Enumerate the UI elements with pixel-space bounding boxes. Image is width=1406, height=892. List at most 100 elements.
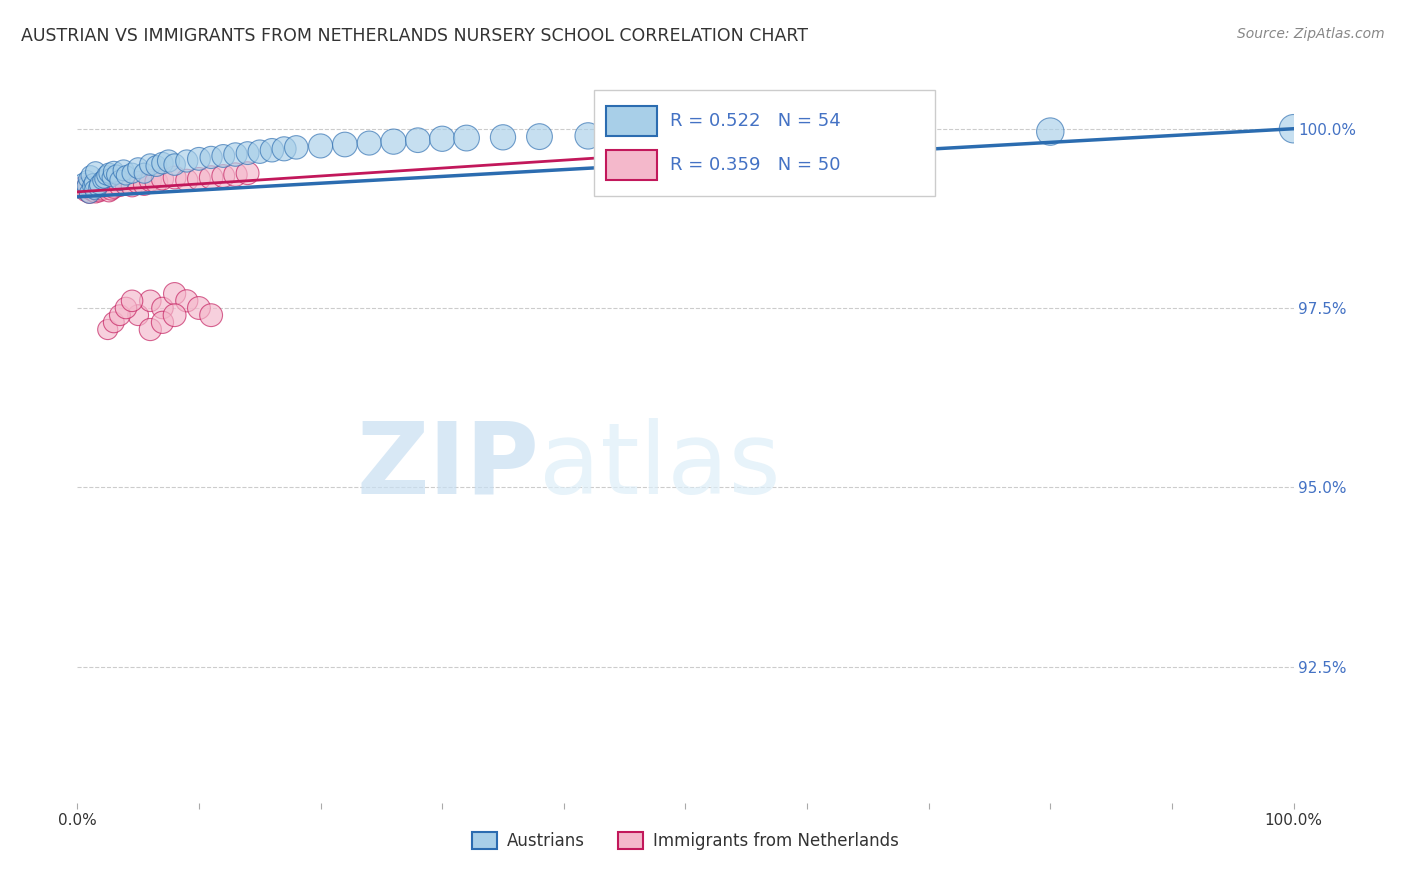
- Text: ZIP: ZIP: [357, 417, 540, 515]
- Point: [121, 166, 143, 180]
- Point: [103, 180, 125, 194]
- Point: [134, 178, 156, 192]
- Point: [127, 161, 149, 176]
- Point: [103, 165, 125, 179]
- Point: [93, 180, 115, 194]
- Point: [152, 172, 174, 186]
- Point: [529, 129, 551, 144]
- Point: [83, 183, 105, 197]
- Point: [112, 163, 135, 178]
- Point: [430, 132, 453, 146]
- Point: [87, 180, 110, 194]
- Point: [93, 172, 115, 186]
- Point: [121, 293, 143, 308]
- Point: [75, 185, 97, 199]
- Legend: Austrians, Immigrants from Netherlands: Austrians, Immigrants from Netherlands: [465, 825, 905, 856]
- Point: [115, 301, 138, 315]
- Text: atlas: atlas: [540, 417, 782, 515]
- Text: Source: ZipAtlas.com: Source: ZipAtlas.com: [1237, 27, 1385, 41]
- Point: [76, 178, 98, 192]
- Point: [224, 147, 246, 161]
- Point: [80, 169, 103, 183]
- Point: [260, 143, 283, 157]
- Point: [96, 179, 118, 194]
- Point: [273, 142, 295, 156]
- Point: [1039, 125, 1062, 139]
- Point: [105, 168, 128, 182]
- Point: [127, 308, 149, 322]
- Point: [84, 186, 107, 201]
- Point: [75, 179, 97, 194]
- Point: [163, 308, 186, 322]
- Point: [236, 146, 259, 161]
- Point: [97, 322, 120, 336]
- Point: [188, 301, 211, 315]
- Point: [333, 137, 356, 152]
- Point: [145, 159, 167, 173]
- Point: [100, 170, 122, 185]
- Point: [176, 153, 198, 168]
- Point: [212, 149, 235, 163]
- Point: [139, 173, 162, 187]
- Point: [134, 166, 156, 180]
- Point: [176, 173, 198, 187]
- Point: [145, 175, 167, 189]
- Point: [139, 293, 162, 308]
- Point: [139, 322, 162, 336]
- Point: [406, 133, 429, 147]
- Point: [97, 185, 120, 199]
- Point: [89, 178, 111, 192]
- Point: [100, 183, 122, 197]
- Point: [236, 166, 259, 180]
- Point: [200, 308, 222, 322]
- Point: [80, 183, 103, 197]
- Point: [576, 128, 599, 143]
- Point: [108, 179, 131, 194]
- Point: [382, 135, 405, 149]
- Point: [77, 182, 100, 196]
- Point: [80, 179, 103, 194]
- Point: [79, 186, 101, 201]
- Point: [86, 183, 108, 197]
- Point: [70, 179, 93, 194]
- Point: [80, 180, 103, 194]
- Point: [152, 301, 174, 315]
- Point: [309, 139, 332, 153]
- Point: [121, 179, 143, 194]
- Point: [108, 308, 131, 322]
- Point: [188, 172, 211, 186]
- FancyBboxPatch shape: [595, 90, 935, 195]
- Point: [163, 170, 186, 185]
- Point: [249, 145, 271, 159]
- Text: R = 0.522   N = 54: R = 0.522 N = 54: [669, 112, 841, 130]
- Point: [200, 150, 222, 164]
- Point: [127, 176, 149, 190]
- Point: [157, 153, 180, 168]
- Point: [456, 131, 478, 145]
- Point: [626, 128, 648, 143]
- Point: [224, 168, 246, 182]
- Point: [200, 170, 222, 185]
- FancyBboxPatch shape: [606, 150, 658, 180]
- Point: [188, 152, 211, 166]
- Point: [212, 169, 235, 183]
- Text: AUSTRIAN VS IMMIGRANTS FROM NETHERLANDS NURSERY SCHOOL CORRELATION CHART: AUSTRIAN VS IMMIGRANTS FROM NETHERLANDS …: [21, 27, 808, 45]
- Point: [72, 183, 94, 197]
- Point: [83, 182, 105, 196]
- Point: [152, 156, 174, 170]
- Point: [359, 136, 381, 150]
- Point: [82, 185, 104, 199]
- Point: [139, 158, 162, 172]
- Point: [152, 315, 174, 329]
- Point: [108, 173, 131, 187]
- Point: [97, 166, 120, 180]
- Point: [163, 286, 186, 301]
- Point: [115, 178, 138, 192]
- Point: [73, 180, 96, 194]
- Point: [72, 176, 94, 190]
- Point: [103, 315, 125, 329]
- Text: R = 0.359   N = 50: R = 0.359 N = 50: [669, 156, 841, 174]
- Point: [115, 169, 138, 183]
- Point: [90, 183, 112, 197]
- Point: [176, 293, 198, 308]
